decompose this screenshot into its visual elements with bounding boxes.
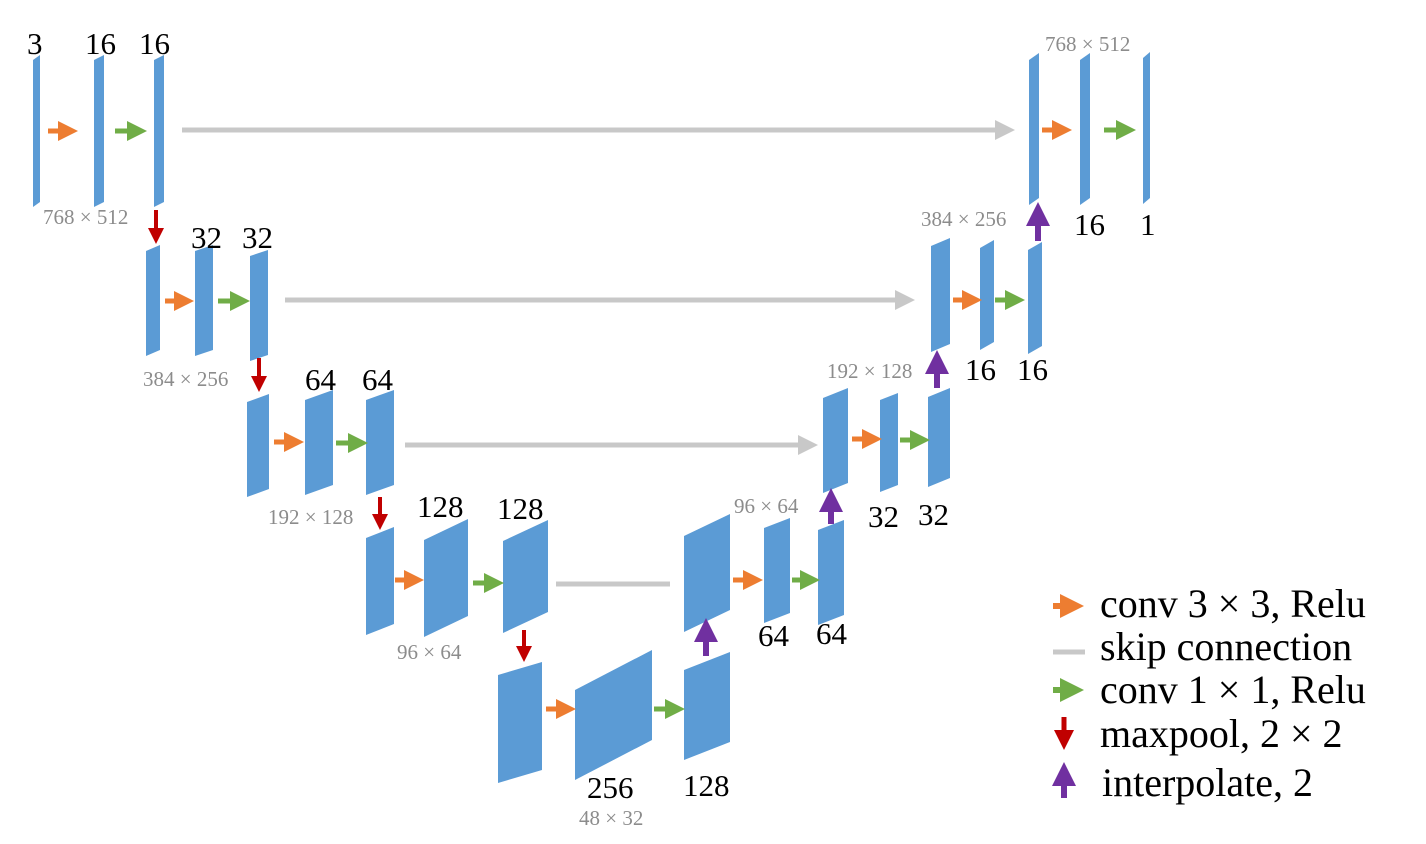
- channel-label: 1: [1140, 207, 1156, 242]
- interpolate-arrows: [694, 202, 1050, 656]
- conv3-arrows: [48, 120, 1072, 719]
- feature-map-enc1-b: [154, 55, 164, 207]
- channel-label: 128: [417, 489, 464, 524]
- feature-map-dec3-b: [928, 388, 950, 487]
- feature-map-enc4-b: [503, 520, 548, 633]
- channel-label: 32: [868, 499, 899, 534]
- feature-map-dec2-b: [1028, 242, 1042, 354]
- feature-map-dec1-a: [1080, 53, 1090, 205]
- feature-map-bottom-a: [575, 650, 652, 780]
- dimension-label: 192 × 128: [268, 505, 353, 529]
- feature-map-enc1-a: [94, 55, 104, 207]
- channel-label: 64: [362, 362, 394, 397]
- channel-label: 16: [139, 26, 170, 61]
- channel-label: 64: [305, 362, 337, 397]
- channel-labels: 3 16 16 32 32 64 64 128 128 256 128 64 6…: [27, 26, 1156, 805]
- legend-conv3-label: conv 3 × 3, Relu: [1100, 581, 1366, 626]
- feature-map-dec3-up: [823, 388, 848, 493]
- dimension-label: 96 × 64: [734, 494, 799, 518]
- feature-map-dec1-output: [1143, 52, 1150, 204]
- feature-map-dec4-b: [818, 520, 844, 625]
- feature-map-enc4-pool: [366, 527, 394, 635]
- feature-map-dec4-a: [764, 518, 790, 623]
- feature-maps: [33, 52, 1150, 783]
- feature-map-enc4-a: [424, 519, 468, 637]
- legend-skip-label: skip connection: [1100, 624, 1352, 669]
- feature-map-enc2-a: [195, 245, 213, 356]
- channel-label: 256: [587, 770, 634, 805]
- maxpool-arrows: [148, 210, 532, 662]
- skip-connections: [182, 120, 1015, 587]
- channel-label: 64: [758, 618, 790, 653]
- feature-map-dec3-a: [880, 393, 898, 492]
- feature-map-enc2-b: [250, 250, 268, 361]
- dimension-label: 768 × 512: [1045, 32, 1130, 56]
- dimension-label: 768 × 512: [43, 205, 128, 229]
- legend-interpolate-label: interpolate, 2: [1102, 760, 1313, 805]
- channel-label: 32: [242, 220, 273, 255]
- feature-map-enc2-pool: [146, 245, 160, 356]
- feature-map-dec4-up: [684, 514, 730, 632]
- legend-maxpool-label: maxpool, 2 × 2: [1100, 711, 1343, 756]
- feature-map-bottom-pool: [498, 662, 542, 783]
- dimension-label: 48 × 32: [579, 806, 643, 830]
- legend-conv1-label: conv 1 × 1, Relu: [1100, 667, 1366, 712]
- legend: conv 3 × 3, Relu skip connection conv 1 …: [1052, 581, 1366, 805]
- channel-label: 16: [1074, 207, 1105, 242]
- channel-label: 16: [1017, 352, 1048, 387]
- feature-map-enc3-pool: [247, 394, 269, 497]
- feature-map-enc1-input: [33, 55, 40, 207]
- conv1-arrows: [115, 120, 1136, 719]
- feature-map-bottom-b: [684, 652, 730, 760]
- channel-label: 3: [27, 26, 43, 61]
- dimension-label: 384 × 256: [921, 207, 1006, 231]
- dimension-label: 96 × 64: [397, 640, 462, 664]
- feature-map-dec2-up: [931, 238, 950, 352]
- dimension-label: 384 × 256: [143, 367, 228, 391]
- channel-label: 32: [918, 497, 949, 532]
- feature-map-enc3-b: [366, 390, 394, 495]
- channel-label: 128: [683, 768, 730, 803]
- dimension-label: 192 × 128: [827, 359, 912, 383]
- feature-map-dec1-up: [1029, 53, 1039, 205]
- channel-label: 16: [85, 26, 116, 61]
- channel-label: 128: [497, 491, 544, 526]
- dimension-labels: 768 × 512 384 × 256 192 × 128 96 × 64 48…: [43, 32, 1130, 830]
- feature-map-dec2-a: [980, 240, 994, 350]
- channel-label: 16: [965, 352, 996, 387]
- channel-label: 64: [816, 616, 848, 651]
- feature-map-enc3-a: [305, 390, 333, 495]
- channel-label: 32: [191, 220, 222, 255]
